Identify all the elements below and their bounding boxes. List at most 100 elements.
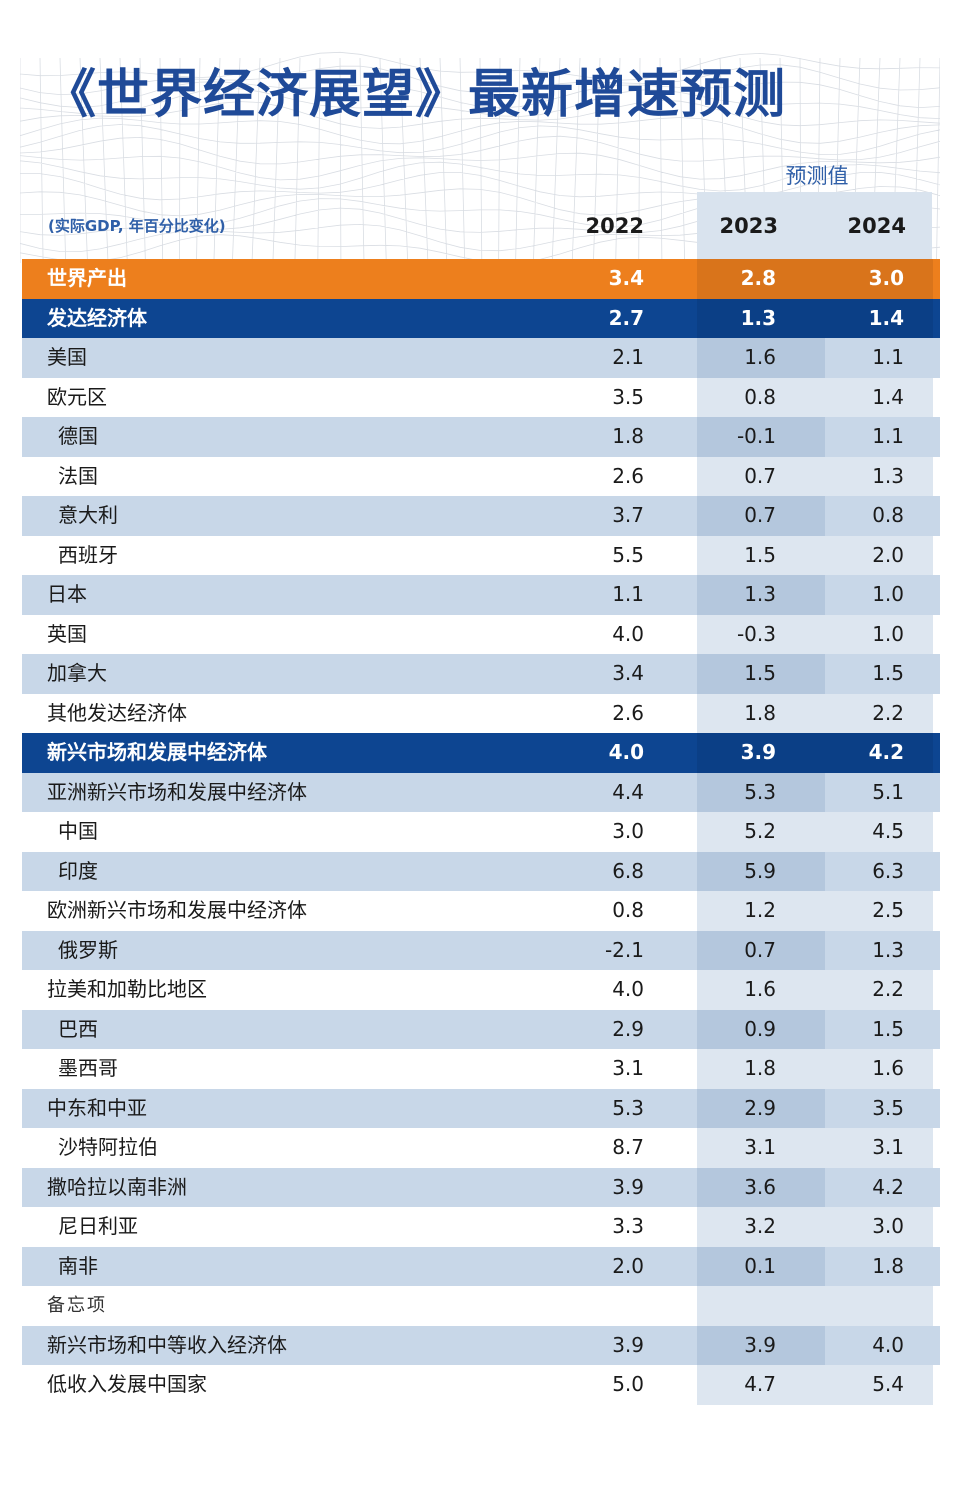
value-cell-2023: 1.8 xyxy=(744,1056,776,1080)
forecast-cell-bg xyxy=(697,1365,825,1405)
value-cell-2022: 3.4 xyxy=(608,266,644,290)
value-cell-2024: 1.3 xyxy=(872,937,904,962)
value-cell-2022: 2.6 xyxy=(612,700,644,725)
value-cell-2024: 4.2 xyxy=(872,1174,904,1199)
forecast-cell-bg xyxy=(697,891,825,931)
forecast-cell-bg xyxy=(697,259,825,299)
forecast-cell-bg xyxy=(697,456,825,496)
value-cell-2023: 3.6 xyxy=(744,1174,776,1199)
value-cell-2024: 1.3 xyxy=(872,463,904,488)
forecast-cell-bg xyxy=(697,812,825,852)
forecast-cell-bg xyxy=(697,298,825,338)
value-cell-2022: 1.8 xyxy=(612,424,644,448)
value-cell-2023: 0.7 xyxy=(744,503,776,527)
units-note: (实际GDP, 年百分比变化) xyxy=(48,217,226,235)
forecast-cell-bg xyxy=(825,891,933,931)
value-cell-2023: 1.2 xyxy=(744,898,776,922)
value-cell-2022: 4.0 xyxy=(608,740,644,764)
forecast-cell-bg xyxy=(697,614,825,654)
row-label: 法国 xyxy=(58,463,98,488)
value-cell-2024: 4.2 xyxy=(868,740,904,764)
value-cell-2022: 3.4 xyxy=(612,661,644,685)
value-cell-2022: 4.0 xyxy=(612,621,644,646)
value-cell-2022: 5.0 xyxy=(612,1372,644,1396)
value-cell-2023: 0.7 xyxy=(744,937,776,962)
value-cell-2024: 1.1 xyxy=(872,345,904,369)
row-label: 美国 xyxy=(47,345,87,369)
value-cell-2023: 1.8 xyxy=(744,700,776,725)
value-cell-2022: 2.1 xyxy=(612,345,644,369)
forecast-cell-bg xyxy=(697,1049,825,1089)
background-mesh-pattern xyxy=(20,51,940,263)
value-cell-2024: 1.5 xyxy=(872,661,904,685)
forecast-cell-bg xyxy=(825,970,933,1010)
page-title: 《世界经济展望》最新增速预测 xyxy=(44,65,787,125)
forecast-cell-bg xyxy=(825,693,933,733)
table-row: 拉美和加勒比地区 4.0 1.6 2.2 xyxy=(22,970,940,1010)
table-row: 亚洲新兴市场和发展中经济体 4.4 5.3 5.1 xyxy=(22,772,940,812)
table-row: 备忘项 xyxy=(22,1286,940,1326)
value-cell-2023: 0.1 xyxy=(744,1253,776,1278)
table-row: 欧洲新兴市场和发展中经济体 0.8 1.2 2.5 xyxy=(22,891,940,931)
value-cell-2022: 4.4 xyxy=(612,779,644,804)
table-row: 南非 2.0 0.1 1.8 xyxy=(22,1246,940,1286)
forecast-cell-bg xyxy=(825,1049,933,1089)
table-row: 美国 2.1 1.6 1.1 xyxy=(22,338,940,378)
row-label: 其他发达经济体 xyxy=(47,700,187,725)
table-row: 加拿大 3.4 1.5 1.5 xyxy=(22,654,940,694)
forecast-cell-bg xyxy=(697,535,825,575)
value-cell-2022: 5.5 xyxy=(612,542,644,567)
row-label: 中国 xyxy=(58,819,98,843)
row-label: 世界产出 xyxy=(47,266,127,290)
row-label: 新兴市场和中等收入经济体 xyxy=(47,1332,287,1357)
value-cell-2024: 0.8 xyxy=(872,503,904,527)
forecast-cell-bg xyxy=(697,338,825,378)
value-cell-2023: 1.3 xyxy=(740,305,776,330)
value-cell-2022: 3.5 xyxy=(612,384,644,409)
forecast-cell-bg xyxy=(697,772,825,812)
table-row: 西班牙 5.5 1.5 2.0 xyxy=(22,535,940,575)
value-cell-2024: 4.5 xyxy=(872,819,904,843)
value-cell-2023: -0.3 xyxy=(736,621,776,646)
value-cell-2023: 3.1 xyxy=(744,1135,776,1159)
forecast-cell-bg xyxy=(825,535,933,575)
forecast-cell-bg xyxy=(697,1009,825,1049)
mesh-lines xyxy=(20,51,940,263)
forecast-cell-bg xyxy=(697,733,825,773)
value-cell-2022: 6.8 xyxy=(612,858,644,883)
value-cell-2023: 5.3 xyxy=(744,779,776,804)
value-cell-2022: 2.6 xyxy=(612,463,644,488)
value-cell-2022: 3.9 xyxy=(612,1174,644,1199)
table-row: 印度 6.8 5.9 6.3 xyxy=(22,851,940,891)
value-cell-2023: 0.9 xyxy=(744,1016,776,1041)
value-cell-2022: 5.3 xyxy=(612,1095,644,1120)
forecast-cell-bg xyxy=(825,259,933,299)
row-label: 意大利 xyxy=(58,503,118,527)
forecast-cell-bg xyxy=(697,654,825,694)
year-header-2023: 2023 xyxy=(719,214,778,238)
row-label: 南非 xyxy=(58,1253,98,1278)
table-row: 墨西哥 3.1 1.8 1.6 xyxy=(22,1049,940,1089)
forecast-cell-bg xyxy=(825,1286,933,1326)
value-cell-2024: 1.1 xyxy=(872,424,904,448)
row-label: 欧元区 xyxy=(47,384,107,409)
value-cell-2023: 1.6 xyxy=(744,977,776,1001)
value-cell-2022: 3.1 xyxy=(612,1056,644,1080)
year-header-2022: 2022 xyxy=(585,214,644,238)
row-label: 沙特阿拉伯 xyxy=(58,1135,158,1159)
forecast-cell-bg xyxy=(697,1325,825,1365)
value-cell-2024: 3.0 xyxy=(872,1214,904,1238)
value-cell-2023: 0.7 xyxy=(744,463,776,488)
value-cell-2022: 2.9 xyxy=(612,1016,644,1041)
forecast-cell-bg xyxy=(697,1167,825,1207)
value-cell-2024: 1.4 xyxy=(868,305,904,330)
value-cell-2024: 1.0 xyxy=(872,621,904,646)
value-cell-2022: 1.1 xyxy=(612,582,644,606)
value-cell-2022: 3.9 xyxy=(612,1332,644,1357)
value-cell-2022: 8.7 xyxy=(612,1135,644,1159)
value-cell-2024: 1.8 xyxy=(872,1253,904,1278)
table-row: 新兴市场和发展中经济体 4.0 3.9 4.2 xyxy=(22,733,940,773)
table-row: 中东和中亚 5.3 2.9 3.5 xyxy=(22,1088,940,1128)
value-cell-2023: 1.6 xyxy=(744,345,776,369)
forecast-cell-bg xyxy=(697,1207,825,1247)
